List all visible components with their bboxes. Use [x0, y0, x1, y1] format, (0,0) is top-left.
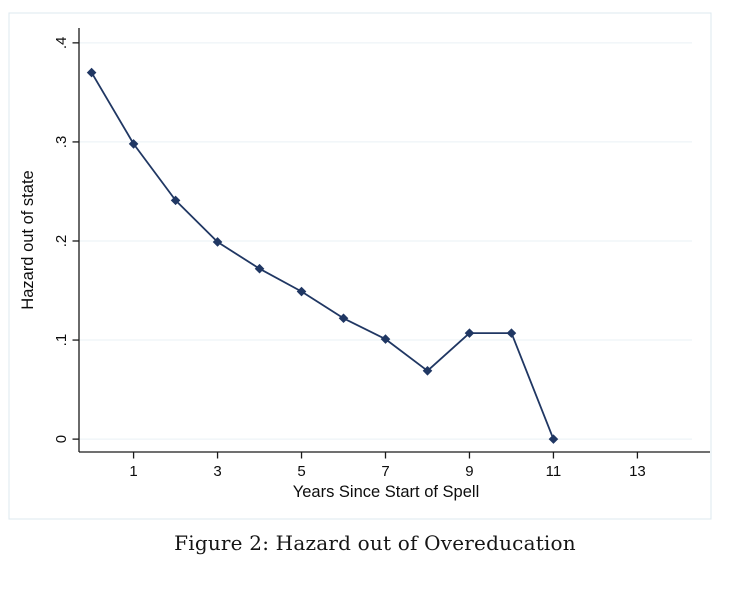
- y-tick-label: .2: [53, 235, 70, 248]
- series-marker-diamond: [548, 434, 559, 444]
- axes: [78, 28, 710, 453]
- tick-marks: [72, 42, 639, 459]
- x-tick-label: 5: [297, 463, 305, 480]
- series-marker-diamond: [506, 328, 517, 338]
- gridlines: [79, 42, 692, 440]
- series-marker-diamond: [254, 263, 265, 274]
- series-marker-diamond: [128, 139, 139, 149]
- y-axis-title: Hazard out of state: [19, 170, 37, 309]
- series-marker-diamond: [422, 365, 433, 376]
- figure-caption: Figure 2: Hazard out of Overeducation: [174, 531, 576, 555]
- x-axis-title: Years Since Start of Spell: [293, 483, 480, 501]
- y-tick-label: .4: [53, 37, 70, 50]
- x-tick-label: 7: [381, 463, 389, 480]
- hazard-line-chart: 0.1.2.3.41 3 5 7 9 11 13 Hazard out of state Y…: [8, 12, 712, 520]
- series-line: [90, 71, 555, 441]
- y-tick-label: .1: [53, 334, 70, 347]
- x-tick-label: 9: [465, 463, 473, 480]
- series-marker-diamond: [464, 328, 475, 338]
- graph-region-border: [8, 12, 712, 520]
- x-tick-label: 13: [629, 463, 646, 480]
- series-marker-diamond: [338, 313, 349, 324]
- series-marker-diamond: [380, 334, 391, 344]
- series-marker-diamond: [212, 237, 223, 247]
- tick-labels: 0.1.2.3.41 3 5 7 9 11 13: [53, 37, 646, 480]
- series-marker-diamond: [170, 195, 181, 206]
- data-series: [86, 67, 559, 444]
- y-tick-label: .3: [53, 136, 70, 149]
- x-tick-label: 3: [213, 463, 221, 480]
- x-tick-label: 11: [546, 463, 562, 480]
- x-tick-label: 1: [129, 463, 137, 480]
- y-tick-label: 0: [53, 435, 70, 443]
- series-marker-diamond: [86, 67, 97, 78]
- series-marker-diamond: [296, 286, 307, 297]
